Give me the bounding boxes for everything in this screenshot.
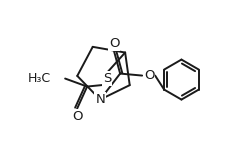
Text: O: O (72, 110, 82, 123)
Text: S: S (103, 72, 111, 85)
Text: O: O (108, 37, 119, 50)
Text: O: O (143, 69, 154, 82)
Text: N: N (95, 93, 105, 106)
Text: H₃C: H₃C (28, 72, 51, 85)
